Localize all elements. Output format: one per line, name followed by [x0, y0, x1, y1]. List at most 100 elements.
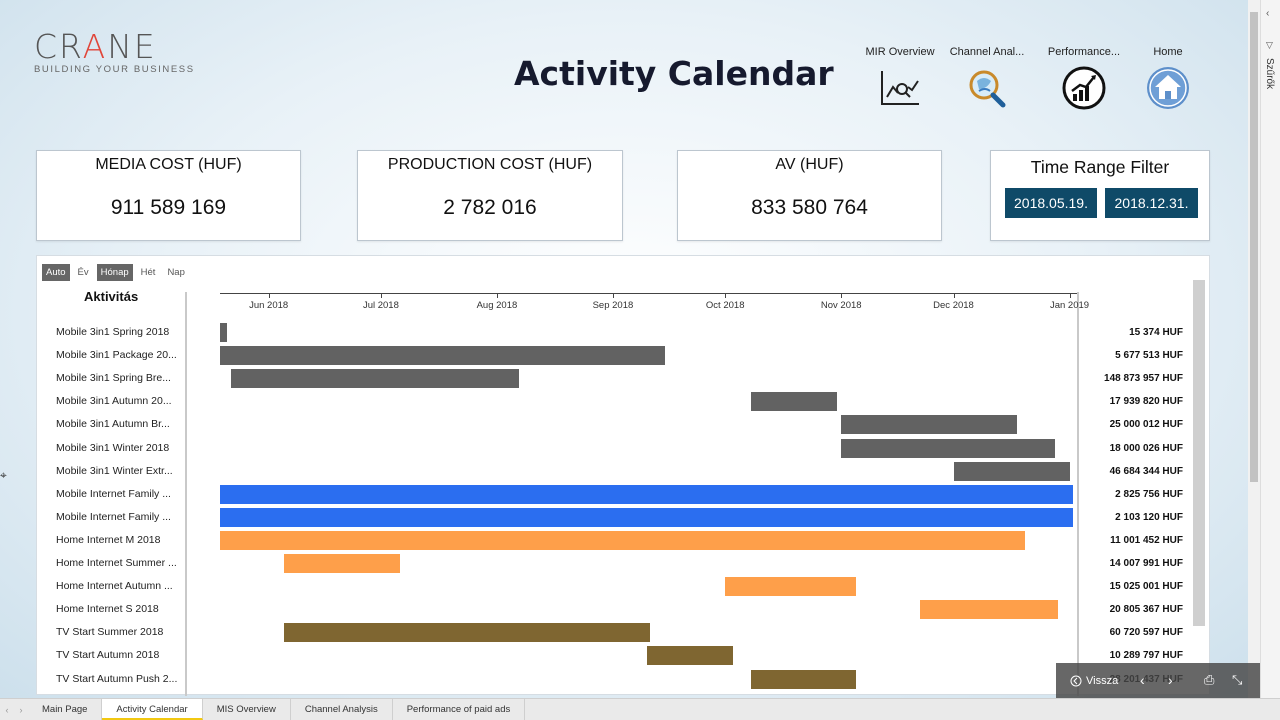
activity-value: 60 720 597 HUF: [1109, 627, 1183, 639]
month-tick-label: Dec 2018: [933, 300, 974, 311]
nav-channel-analysis-button[interactable]: Channel Anal...: [947, 46, 1027, 110]
tab-scroll-right-icon[interactable]: ›: [19, 704, 23, 715]
collapse-chevron-icon[interactable]: ‹: [1266, 8, 1270, 19]
activity-label: Mobile 3in1 Package 20...: [56, 349, 177, 362]
activity-label: Home Internet M 2018: [56, 533, 161, 546]
activity-value: 148 873 957 HUF: [1104, 373, 1183, 385]
report-canvas: CRANE BUILDING YOUR BUSINESS Activity Ca…: [0, 0, 1248, 698]
activity-bar[interactable]: [751, 392, 838, 412]
time-filter-title: Time Range Filter: [1030, 157, 1170, 177]
granularity-day[interactable]: Nap: [167, 267, 185, 278]
granularity-year[interactable]: Év: [77, 267, 89, 278]
production-cost-card: PRODUCTION COST (HUF) 2 782 016: [357, 150, 623, 241]
activity-value: 25 000 012 HUF: [1109, 419, 1183, 431]
gantt-scrollbar[interactable]: [1193, 280, 1205, 626]
tab-performance-of-paid-ads[interactable]: Performance of paid ads: [393, 699, 526, 720]
filters-pane-label: Szűrők: [1264, 58, 1275, 90]
activity-value: 10 289 797 HUF: [1109, 650, 1183, 662]
month-tick-label: Nov 2018: [820, 300, 862, 311]
card-title: MEDIA COST (HUF): [95, 156, 242, 173]
nav-mir-overview-button[interactable]: MIR Overview: [860, 46, 940, 110]
page-title: Activity Calendar: [514, 54, 834, 93]
granularity-month[interactable]: Hónap: [96, 264, 133, 281]
card-value: 833 580 764: [751, 196, 868, 219]
month-tick: [1069, 293, 1071, 298]
card-value: 2 782 016: [443, 196, 537, 219]
start-date-button[interactable]: 2018.05.19.: [1005, 188, 1097, 218]
av-card: AV (HUF) 833 580 764: [677, 150, 942, 241]
crane-logo: CRANE BUILDING YOUR BUSINESS: [34, 27, 195, 76]
card-title: PRODUCTION COST (HUF): [387, 156, 593, 173]
nav-performance-button[interactable]: Performance...: [1044, 46, 1124, 110]
activity-value: 14 007 991 HUF: [1109, 558, 1183, 569]
nav-label: MIR Overview: [865, 46, 935, 58]
activity-bar[interactable]: [283, 623, 651, 643]
activity-label: Mobile Internet Family ...: [56, 487, 171, 500]
nav-label: Channel Anal...: [949, 46, 1025, 58]
activity-bar[interactable]: [231, 369, 520, 389]
activity-bar[interactable]: [919, 600, 1059, 620]
activity-bar[interactable]: [841, 438, 1055, 458]
month-tick: [953, 293, 955, 298]
value-divider: [1077, 292, 1079, 696]
end-date-button[interactable]: 2018.12.31.: [1105, 188, 1198, 218]
granularity-selector: Auto Év Hónap Hét Nap: [42, 264, 189, 281]
time-range-filter-card: Time Range Filter 2018.05.19. 2018.12.31…: [990, 150, 1210, 241]
month-tick-label: Jan 2019: [1049, 300, 1090, 311]
mouse-cursor-icon: ⌖: [0, 468, 7, 482]
tab-scroll-left-icon[interactable]: ‹: [5, 704, 9, 715]
activity-label: Mobile 3in1 Spring Bre...: [56, 372, 171, 385]
granularity-auto[interactable]: Auto: [42, 264, 70, 281]
tab-channel-analysis[interactable]: Channel Analysis: [291, 699, 393, 720]
activity-bar[interactable]: [220, 507, 1074, 527]
activity-bar[interactable]: [953, 461, 1070, 481]
activity-bar[interactable]: [283, 554, 400, 573]
card-title: AV (HUF): [775, 156, 844, 173]
page-scrollbar[interactable]: [1248, 0, 1260, 698]
nav-label: Performance...: [1047, 46, 1121, 58]
exit-focus-icon[interactable]: ⤡: [1232, 672, 1243, 687]
activity-bar[interactable]: [725, 577, 857, 597]
granularity-week[interactable]: Hét: [140, 267, 156, 278]
month-tick-label: Jun 2018: [249, 300, 289, 311]
tab-main-page[interactable]: Main Page: [28, 699, 103, 720]
month-tick: [380, 293, 382, 298]
logo-wordmark: CRANE: [34, 27, 157, 66]
activity-bar[interactable]: [646, 646, 733, 666]
month-tick: [496, 293, 498, 298]
back-button[interactable]: Vissza: [1070, 675, 1118, 687]
tab-scroll-arrows: ‹ ›: [0, 699, 28, 720]
gantt-chart: Auto Év Hónap Hét Nap Aktivitás Jun 2018…: [36, 255, 1210, 696]
activity-value: 2 825 756 HUF: [1115, 488, 1183, 500]
page-scrollbar-thumb[interactable]: [1250, 12, 1258, 482]
next-icon[interactable]: ›: [1168, 672, 1173, 688]
month-tick-label: Sep 2018: [592, 300, 634, 311]
month-tick-label: Oct 2018: [705, 300, 745, 311]
activity-value: 20 805 367 HUF: [1109, 604, 1183, 616]
tab-mis-overview[interactable]: MIS Overview: [203, 699, 291, 720]
activity-value: 15 374 HUF: [1129, 327, 1183, 338]
activity-label: Mobile 3in1 Spring 2018: [56, 326, 170, 338]
filters-pane[interactable]: ‹ ▽ Szűrők: [1260, 0, 1280, 698]
magnifier-globe-icon: [965, 66, 1009, 110]
print-icon[interactable]: ⎙: [1204, 672, 1215, 687]
activity-bar[interactable]: [220, 484, 1074, 504]
activity-bar[interactable]: [220, 346, 666, 366]
nav-label: Home: [1153, 46, 1183, 58]
month-tick: [841, 293, 843, 298]
activity-label: Mobile Internet Family ...: [56, 510, 171, 523]
activity-value: 46 684 344 HUF: [1109, 465, 1183, 477]
activity-bar[interactable]: [220, 323, 228, 342]
month-tick-label: Aug 2018: [476, 300, 518, 311]
activity-bar[interactable]: [220, 530, 1025, 550]
card-value: 911 589 169: [110, 196, 227, 219]
activity-label: Home Internet S 2018: [56, 603, 159, 616]
activity-label: Home Internet Autumn ...: [56, 580, 173, 593]
home-icon: [1146, 66, 1190, 110]
nav-home-button[interactable]: Home: [1128, 46, 1208, 110]
tab-activity-calendar[interactable]: Activity Calendar: [102, 699, 203, 720]
activity-value: 2 103 120 HUF: [1115, 511, 1183, 523]
previous-icon[interactable]: ‹: [1140, 672, 1145, 688]
activity-bar[interactable]: [751, 669, 857, 689]
activity-bar[interactable]: [841, 415, 1018, 435]
